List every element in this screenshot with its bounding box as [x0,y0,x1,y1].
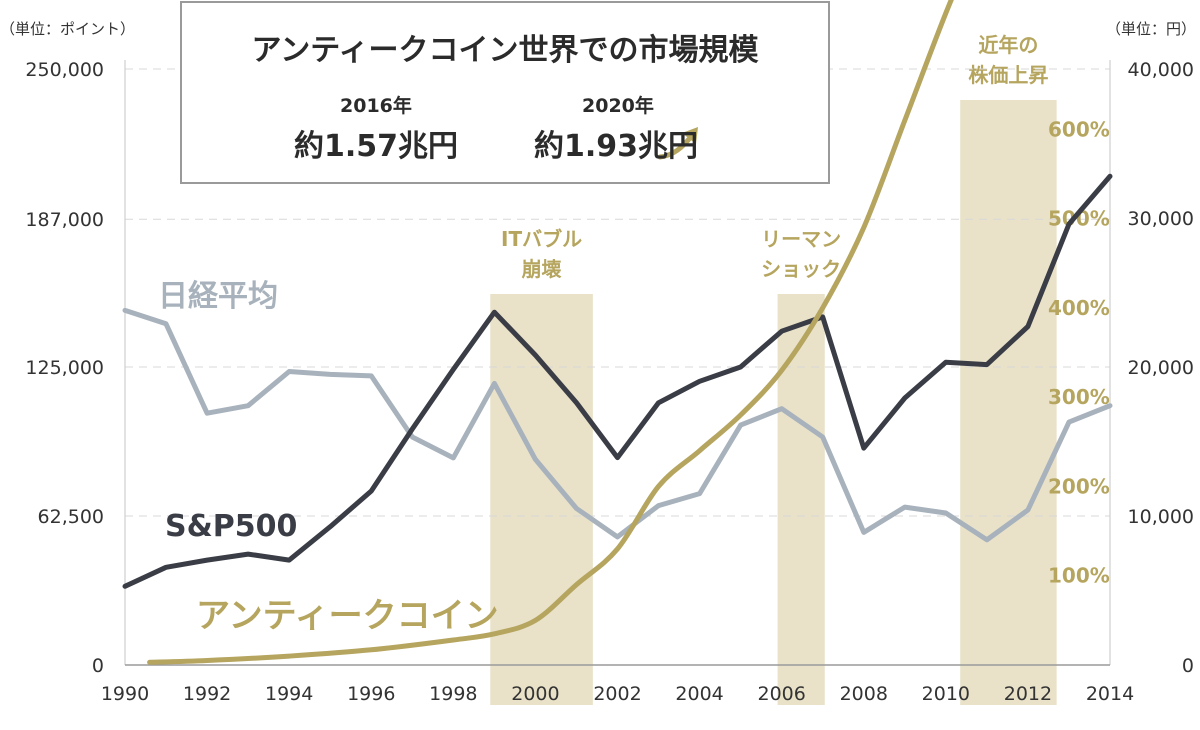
sp500-line [122,173,1113,589]
right-axis-tick-label: 40,000 [1128,59,1194,81]
left-axis-tick-label: 250,000 [25,59,104,81]
left-axis-tick-label: 187,000 [25,209,104,231]
x-axis-tick-label: 2004 [675,683,723,705]
to-year: 2020年 [582,95,654,117]
sp500-label: S&P500 [165,509,297,544]
from-year: 2016年 [340,95,412,117]
x-axis-tick-label: 1990 [101,683,149,705]
x-axis-tick-label: 2012 [1004,683,1052,705]
shaded-period [960,100,1057,705]
x-axis-tick-label: 1994 [265,683,313,705]
right-axis-tick-label: 30,000 [1128,208,1194,230]
x-axis-tick-label: 2008 [840,683,888,705]
x-axis-tick-label: 2000 [511,683,559,705]
right-axis-unit: （単位：円） [1106,20,1196,38]
shaded-period-label: ショック [761,257,841,281]
shaded-period-label: 近年の [978,33,1038,57]
to-value: 約1.93兆円 [534,129,699,164]
x-axis-tick-label: 2006 [757,683,805,705]
percent-axis-tick-label: 300% [1048,385,1110,409]
nikkei-label: 日経平均 [158,279,278,314]
x-axis-tick-label: 2002 [593,683,641,705]
right-axis-tick-label: 0 [1182,655,1194,677]
right-axis-tick-label: 20,000 [1128,357,1194,379]
nikkei-line [122,307,1113,543]
antique-coin-label: アンティークコイン [196,596,499,636]
market-size-box: アンティークコイン世界での市場規模 2016年 約1.57兆円 2020年 約1… [180,1,830,184]
left-axis-tick-label: 62,500 [38,506,104,528]
shaded-period [777,294,825,705]
x-axis-tick-label: 1992 [183,683,231,705]
from-value: 約1.57兆円 [294,129,459,164]
percent-axis-tick-label: 200% [1048,474,1110,498]
left-axis-tick-label: 0 [92,655,104,677]
left-axis-unit: （単位：ポイント） [0,20,135,38]
antique-coin-line [147,0,954,665]
left-axis-tick-label: 125,000 [25,357,104,379]
shaded-period [490,294,593,705]
x-axis-tick-label: 2010 [922,683,970,705]
percent-axis-tick-label: 100% [1048,564,1110,588]
percent-axis-tick-label: 400% [1048,296,1110,320]
shaded-period-label: リーマン [761,227,841,251]
growth-arrow-icon [656,121,706,167]
x-axis-tick-label: 1996 [347,683,395,705]
x-axis-tick-label: 1998 [429,683,477,705]
shaded-period-label: 株価上昇 [968,63,1048,87]
shaded-period-label: ITバブル [501,227,582,251]
percent-axis-tick-label: 600% [1048,117,1110,141]
x-axis-tick-label: 2014 [1086,683,1134,705]
chart-title: アンティークコイン世界での市場規模 [251,33,759,68]
shaded-period-label: 崩壊 [522,257,563,281]
right-axis-tick-label: 10,000 [1128,506,1194,528]
